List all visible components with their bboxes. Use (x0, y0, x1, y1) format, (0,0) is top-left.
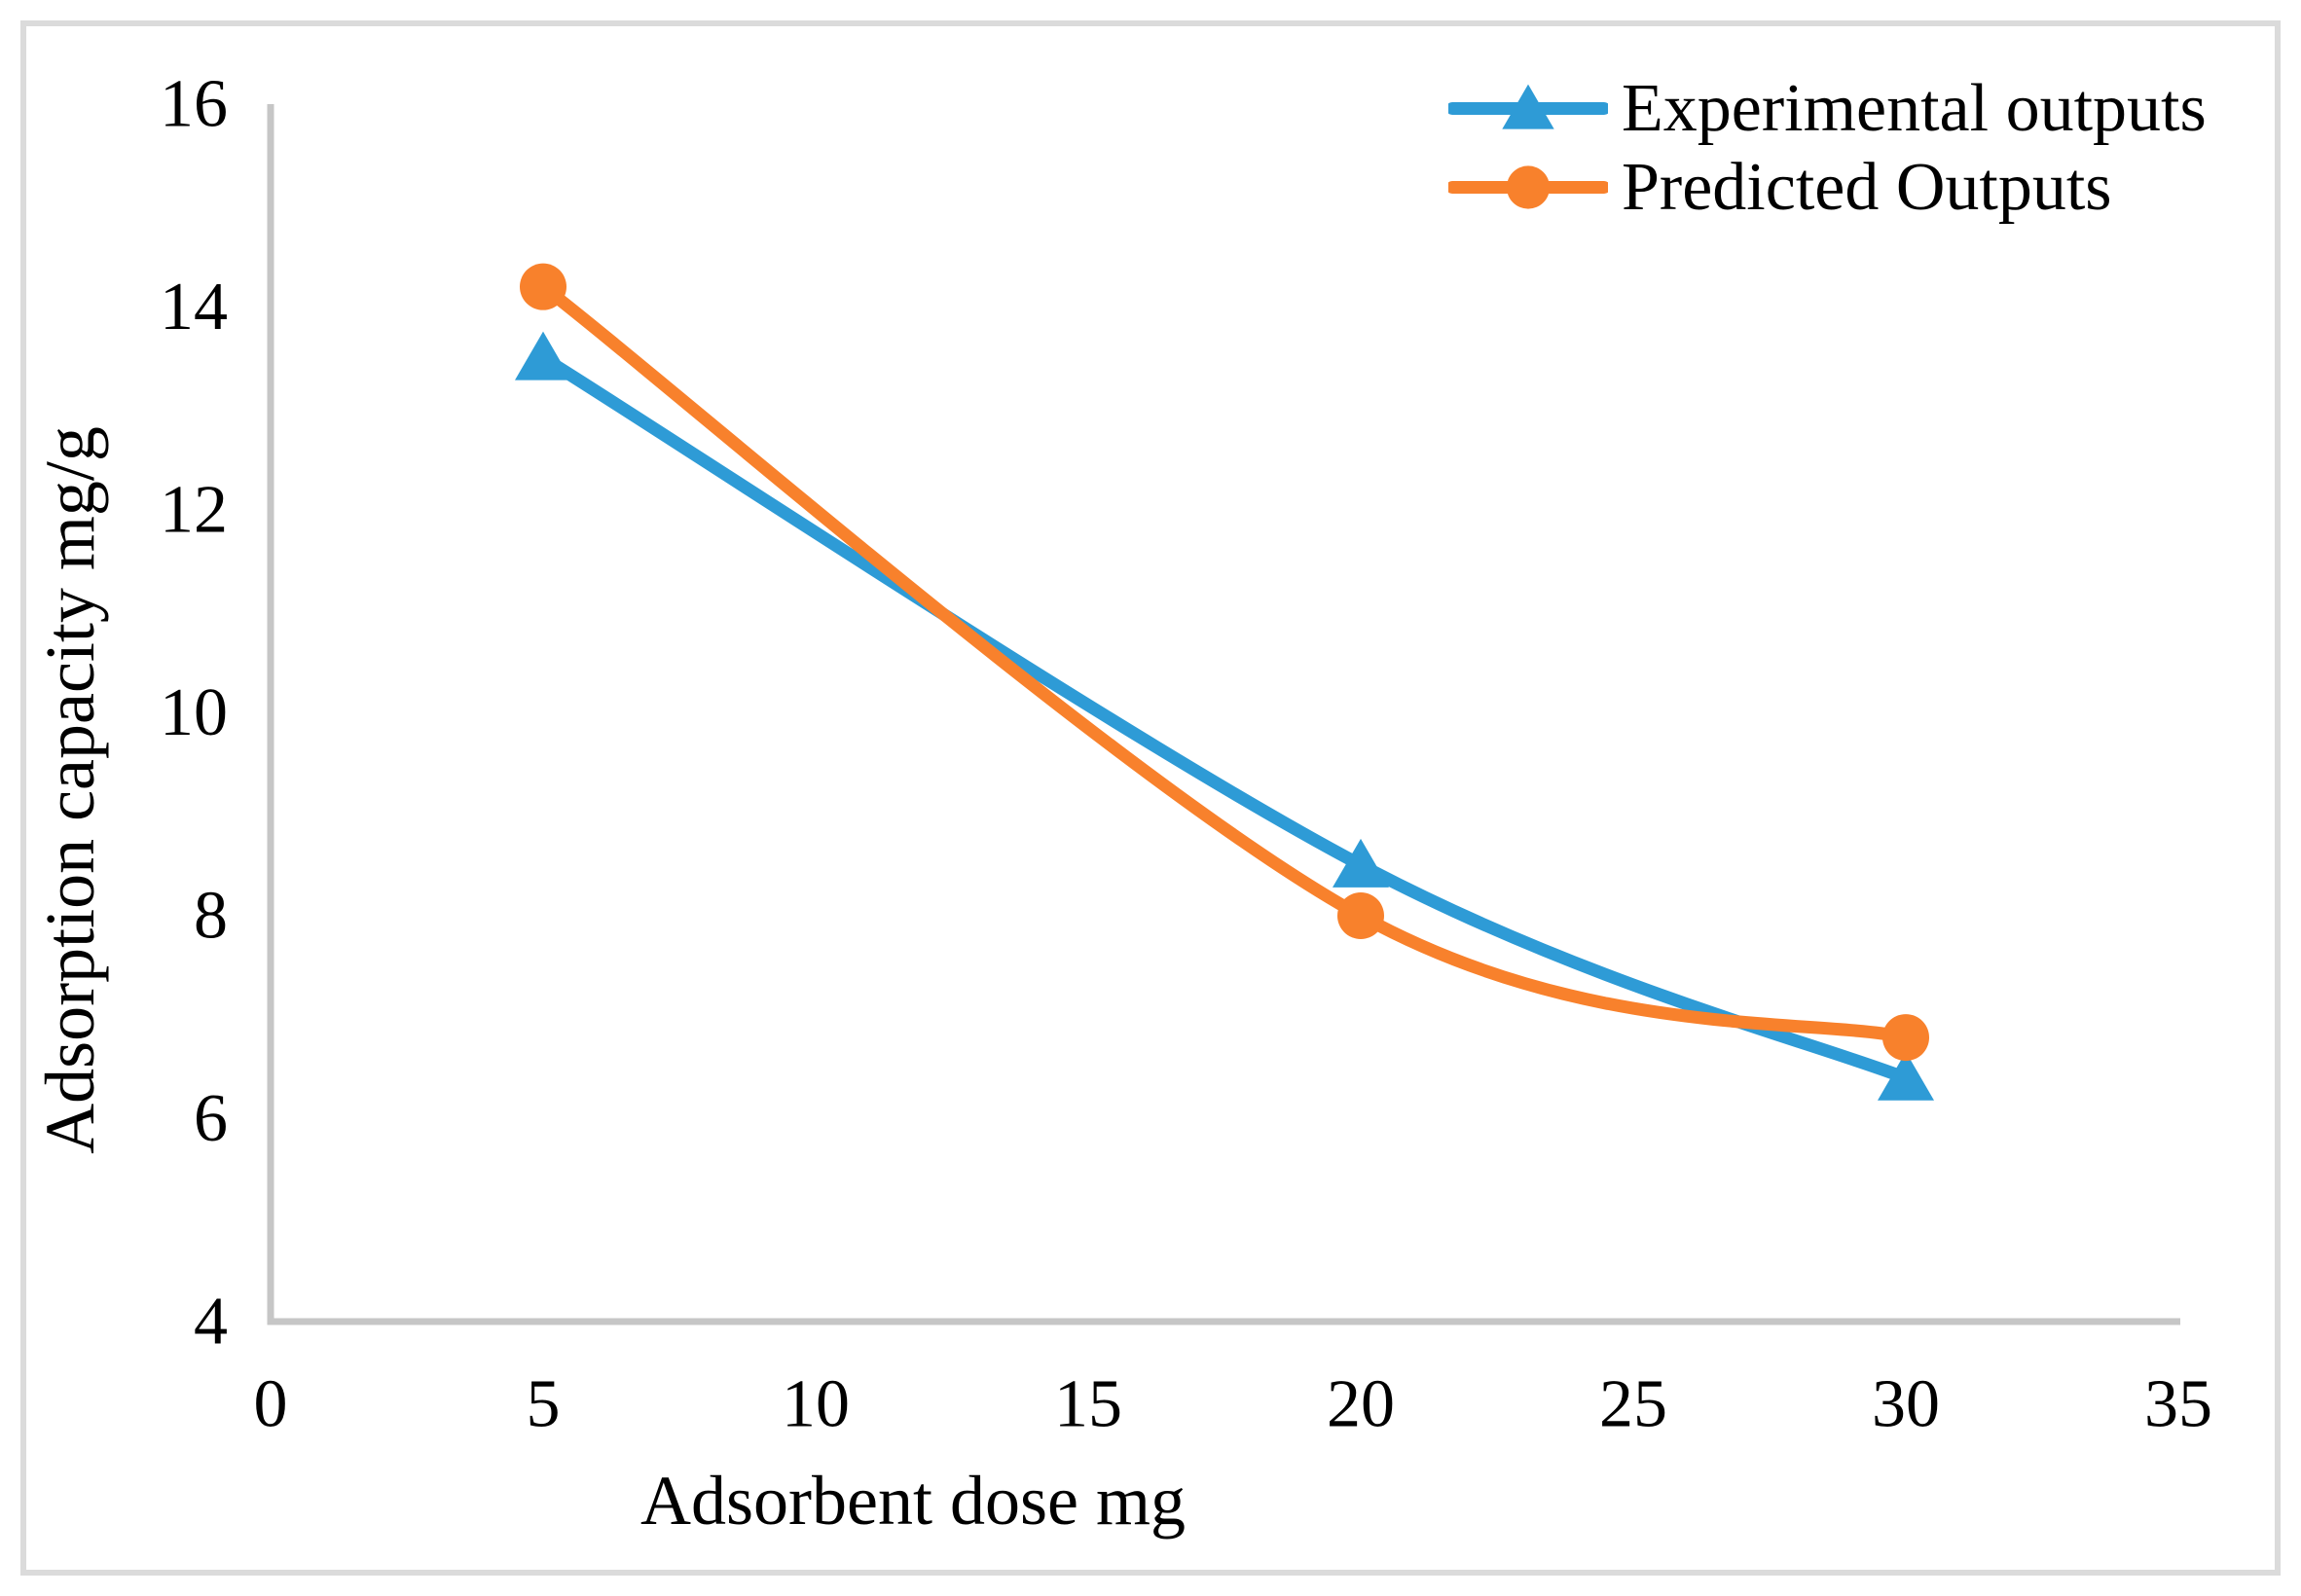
axes (267, 104, 2180, 1325)
experimental-series-swatch-icon (1448, 84, 1608, 129)
legend: Experimental outputs Predicted Outputs (1448, 69, 2207, 227)
data-point-marker-triangle (1878, 1051, 1934, 1101)
data-point-marker-triangle (1502, 84, 1554, 129)
x-tick-label: 10 (782, 1367, 850, 1442)
data-point-marker-circle (520, 263, 566, 310)
tick-labels: 0 5 10 15 20 25 30 35 4 6 8 10 12 14 16 (160, 67, 2212, 1442)
y-tick-label: 12 (160, 473, 228, 548)
x-tick-label: 30 (1872, 1367, 1940, 1442)
y-axis-title: Adsorption capacity mg/g (31, 426, 109, 1154)
legend-item-experimental: Experimental outputs (1448, 69, 2207, 148)
x-tick-label: 0 (254, 1367, 288, 1442)
data-point-marker-circle (1882, 1014, 1929, 1062)
y-tick-label: 8 (194, 879, 228, 954)
x-axis-title: Adsorbent dose mg (640, 1462, 1186, 1540)
x-tick-label: 20 (1327, 1367, 1395, 1442)
legend-item-predicted: Predicted Outputs (1448, 148, 2207, 227)
data-point-marker-circle (1506, 165, 1551, 209)
series-line-1 (536, 280, 1913, 1044)
x-tick-label: 5 (527, 1367, 561, 1442)
y-tick-label: 16 (160, 67, 228, 142)
data-point-marker-circle (1337, 892, 1384, 939)
y-tick-label: 4 (194, 1285, 228, 1360)
y-tick-label: 10 (160, 675, 228, 750)
data-point-marker-triangle (1333, 838, 1389, 888)
data-point-marker-triangle (515, 331, 571, 381)
series-line-0 (536, 351, 1913, 1085)
x-tick-label: 15 (1054, 1367, 1122, 1442)
data-series (515, 263, 1934, 1101)
legend-label-experimental: Experimental outputs (1622, 71, 2207, 146)
predicted-series-swatch-icon (1448, 165, 1608, 209)
x-tick-label: 25 (1599, 1367, 1667, 1442)
legend-label-predicted: Predicted Outputs (1622, 150, 2112, 225)
x-tick-label: 35 (2144, 1367, 2212, 1442)
y-tick-label: 14 (160, 270, 228, 345)
y-tick-label: 6 (194, 1081, 228, 1156)
